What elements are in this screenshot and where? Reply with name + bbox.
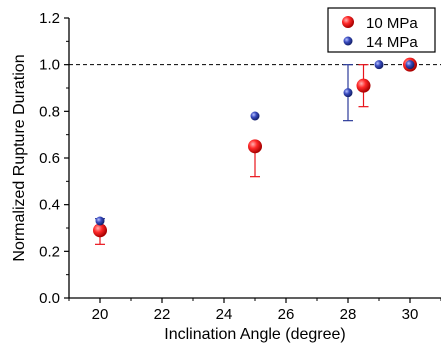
data-point-14mpa	[374, 60, 384, 70]
y-tick-label: 0.8	[39, 103, 60, 120]
legend-marker-10mpa	[342, 16, 354, 28]
data-point-14mpa	[95, 216, 105, 226]
y-tick-label: 0.4	[39, 197, 60, 214]
legend-marker-14mpa	[343, 36, 353, 46]
axes: 0.0 0.2 0.4 0.6 0.8 1.0 1.2 20 22 24 26 28 30	[39, 10, 441, 323]
y-tick-label: 0.2	[39, 243, 60, 260]
y-tick-label: 1.0	[39, 57, 60, 74]
y-tick-label: 0.6	[39, 150, 60, 167]
data-point-14mpa	[405, 60, 415, 70]
data-point-10mpa	[248, 139, 262, 154]
x-tick-label: 30	[402, 306, 419, 323]
legend: 10 MPa 14 MPa	[327, 7, 436, 53]
x-tick-label: 22	[154, 306, 171, 323]
data-points	[93, 57, 417, 238]
y-tick-label: 0.0	[39, 290, 60, 307]
y-axis-title: Normalized Rupture Duration	[11, 54, 28, 261]
data-point-14mpa	[343, 88, 353, 98]
legend-label-14mpa: 14 MPa	[366, 34, 418, 51]
y-tick-label: 1.2	[39, 10, 60, 27]
data-point-10mpa	[356, 78, 371, 93]
x-tick-label: 20	[92, 306, 109, 323]
data-point-14mpa	[250, 111, 260, 121]
x-tick-label: 24	[216, 306, 233, 323]
x-tick-label: 26	[278, 306, 295, 323]
legend-label-10mpa: 10 MPa	[366, 15, 418, 32]
x-tick-label: 28	[340, 306, 357, 323]
x-axis-title: Inclination Angle (degree)	[164, 326, 345, 343]
data-point-10mpa	[93, 223, 107, 238]
error-bars	[95, 64, 369, 245]
